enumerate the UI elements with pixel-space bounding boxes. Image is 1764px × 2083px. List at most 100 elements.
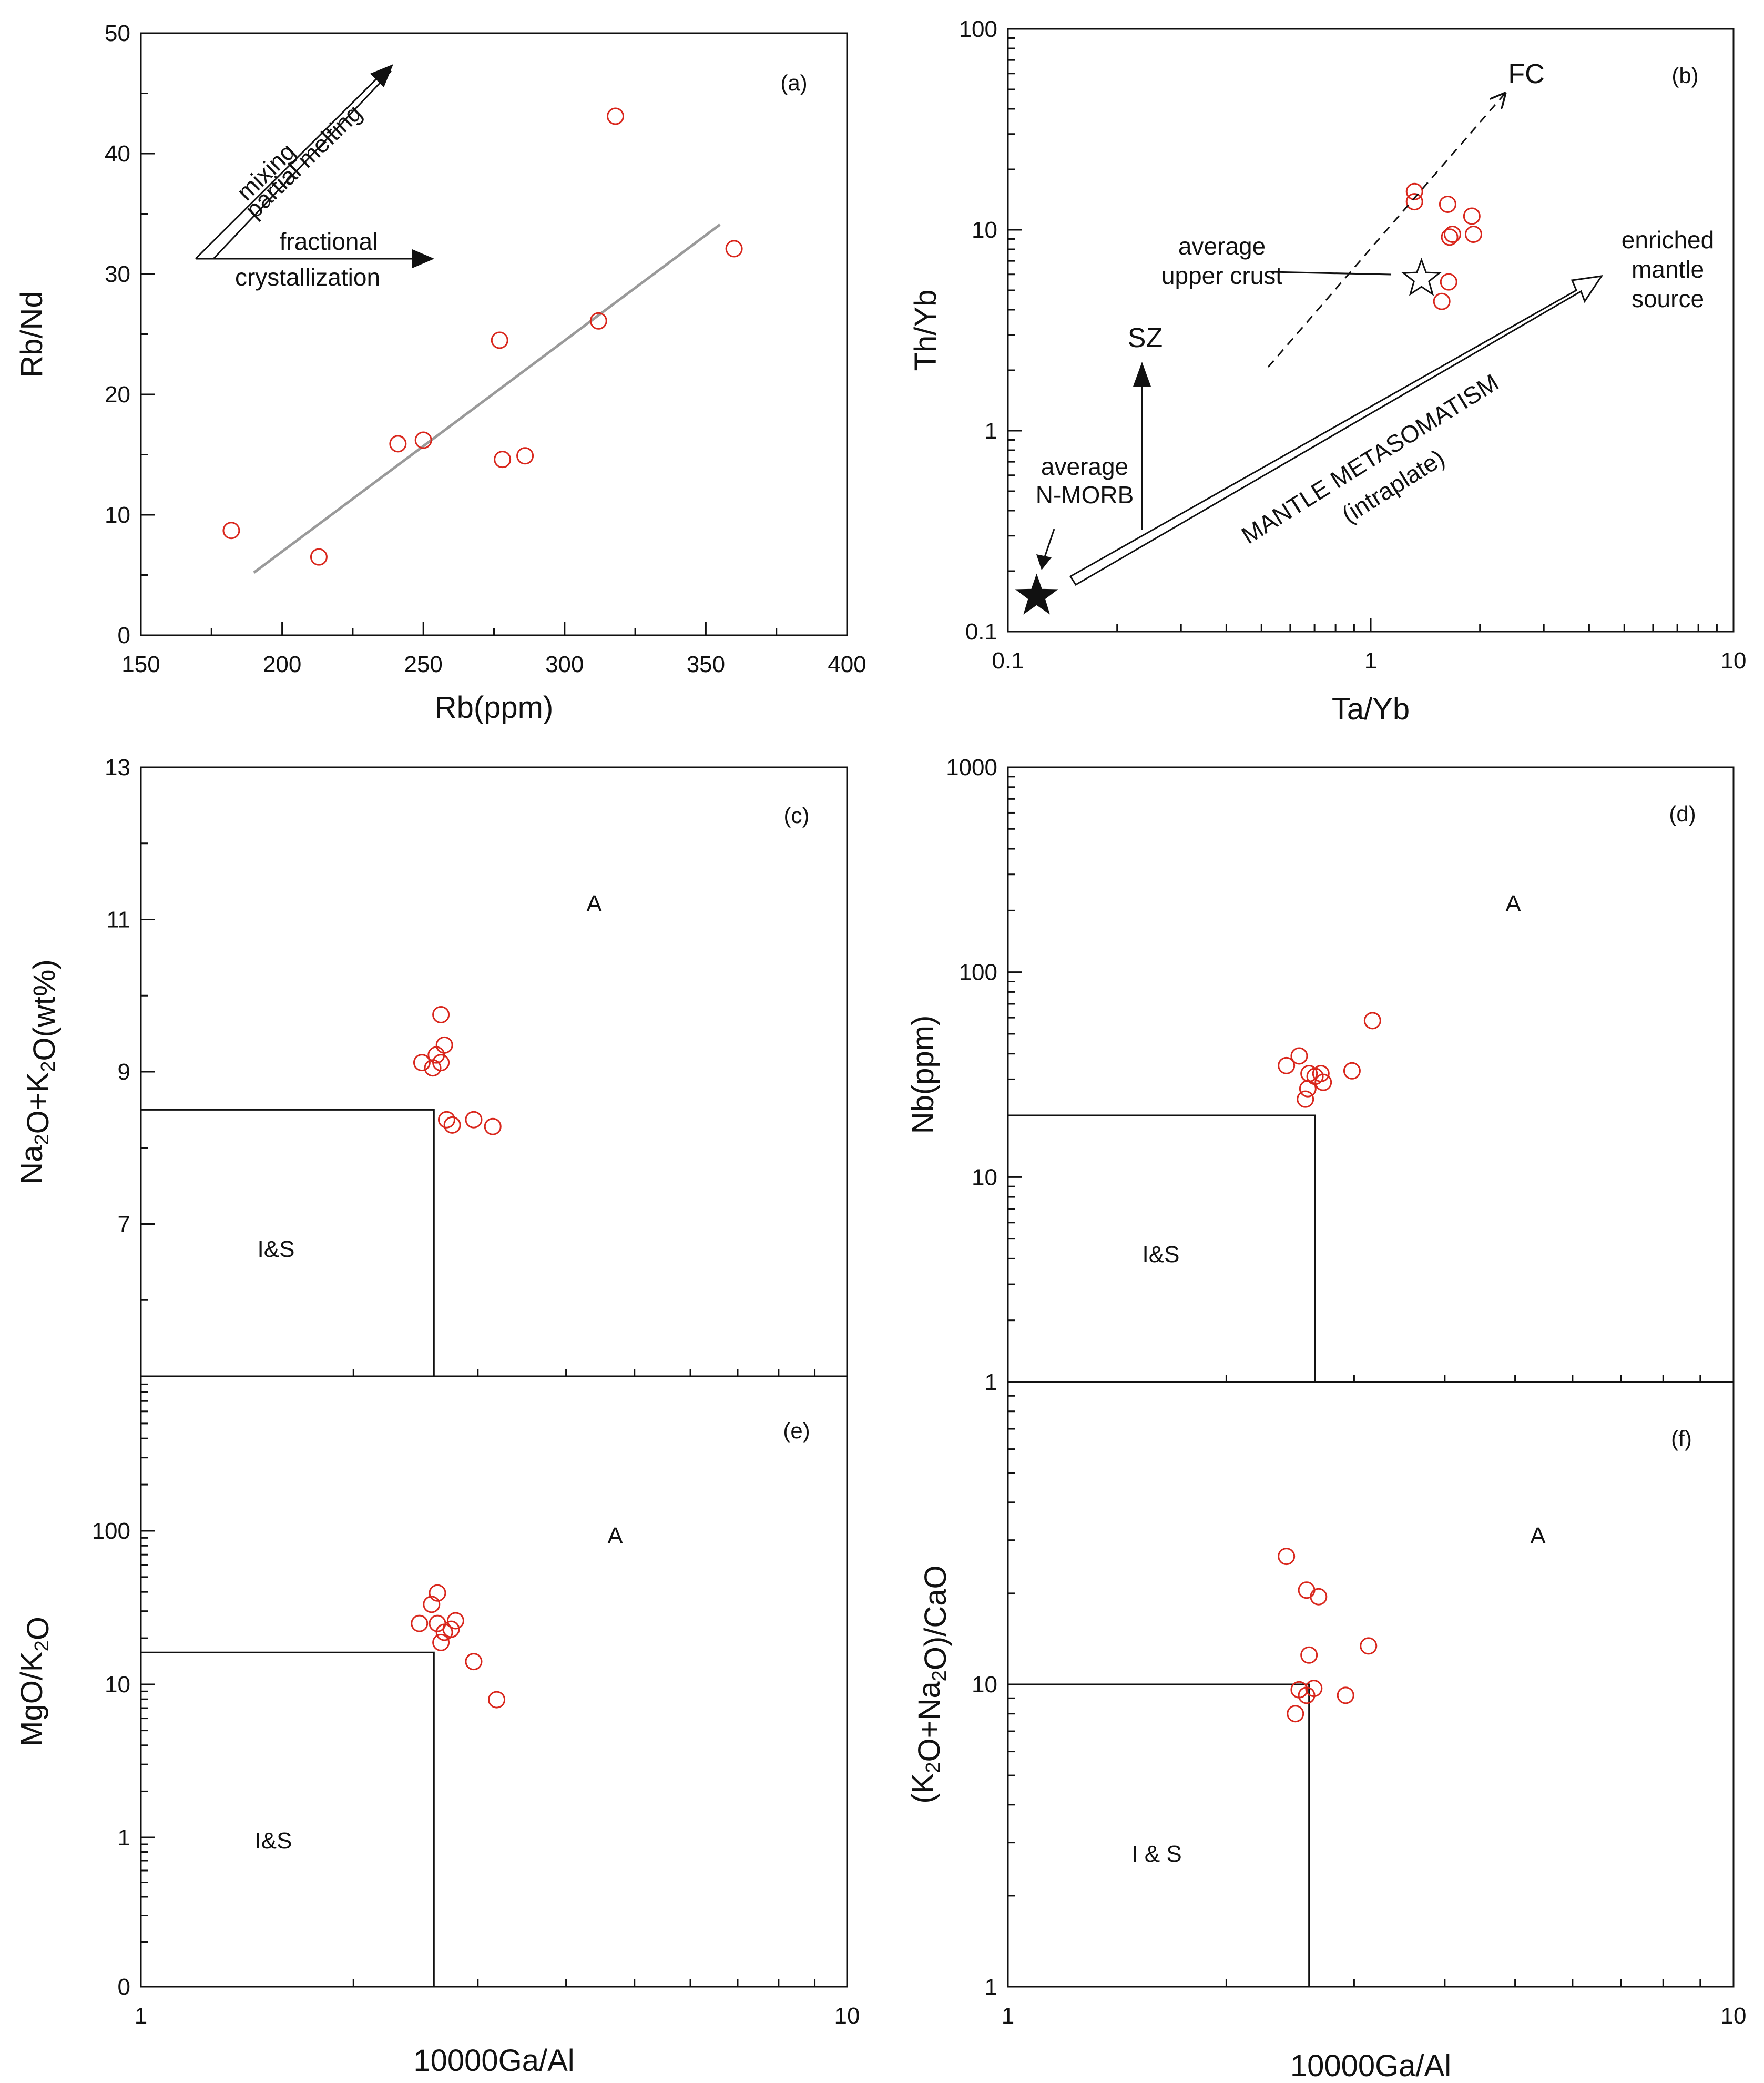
y-tick-label: 30 xyxy=(105,261,130,287)
y-tick-label: 20 xyxy=(105,382,130,408)
fc-trend-line xyxy=(1267,94,1505,368)
chart-panel-c: 7 9 11 13 (c) Na2O+K2O(wt%) A I&S xyxy=(15,755,848,1377)
average-upper-crust-star xyxy=(1401,257,1442,296)
data-point xyxy=(516,447,534,465)
x-tick-label: 400 xyxy=(828,652,866,677)
field-boundary-e xyxy=(141,1651,435,1987)
data-point xyxy=(446,1612,464,1630)
y-tick-label: 1 xyxy=(985,1369,997,1395)
data-point xyxy=(1464,226,1482,243)
x-tick-label: 10 xyxy=(1721,648,1747,674)
data-point xyxy=(435,1036,453,1054)
y-tick-label: 0 xyxy=(118,1974,130,2000)
fc-label: FC xyxy=(1508,59,1544,89)
upper-crust-pointer xyxy=(1271,271,1392,276)
mixing-arrow-head xyxy=(370,64,393,87)
data-point xyxy=(432,1005,450,1023)
y-tick-label: 10 xyxy=(972,1672,997,1698)
data-point xyxy=(589,312,607,330)
data-point xyxy=(1298,1581,1316,1599)
data-point xyxy=(414,431,432,449)
y-tick-label: 7 xyxy=(118,1212,130,1237)
x-axis-title-b: Ta/Yb xyxy=(1332,692,1410,726)
data-point xyxy=(432,1633,450,1651)
field-boundary-d xyxy=(1008,1114,1316,1382)
x-axis-title-e: 10000Ga/Al xyxy=(413,2044,574,2078)
field-boundary-c xyxy=(141,1109,435,1376)
region-label-is: I&S xyxy=(1143,1242,1180,1267)
data-point xyxy=(435,1623,453,1641)
y-tick-label: 40 xyxy=(105,141,130,167)
data-point xyxy=(1300,1646,1318,1664)
data-point xyxy=(1314,1073,1332,1091)
data-point xyxy=(411,1614,429,1632)
plot-frame-e xyxy=(140,1375,848,1988)
data-point xyxy=(423,1596,441,1613)
data-point xyxy=(1287,1705,1304,1723)
region-label-is: I&S xyxy=(255,1828,292,1854)
data-point xyxy=(310,548,328,566)
morb-pointer xyxy=(1043,529,1055,559)
x-tick-label: 150 xyxy=(121,652,160,677)
enriched-label-1: enriched xyxy=(1622,226,1714,253)
y-axis-title-c: Na2O+K2O(wt%) xyxy=(15,959,62,1184)
region-label-is: I&S xyxy=(258,1236,295,1262)
upper-crust-label-2: upper crust xyxy=(1161,262,1282,289)
x-tick-label: 10 xyxy=(834,2003,860,2029)
x-tick-label: 300 xyxy=(545,652,584,677)
y-axis-title-a: Rb/Nd xyxy=(15,291,49,377)
data-point xyxy=(465,1111,483,1129)
data-point xyxy=(1405,182,1423,200)
y-axis-title-e: MgO/K2O xyxy=(15,1617,55,1746)
plot-frame-b xyxy=(1007,28,1735,633)
y-tick-label: 100 xyxy=(959,16,997,42)
data-point xyxy=(1443,226,1461,243)
data-point xyxy=(1343,1062,1361,1080)
x-tick-label: 1 xyxy=(1364,648,1377,674)
data-point xyxy=(494,451,512,469)
enriched-label-2: mantle xyxy=(1632,256,1704,283)
data-point xyxy=(1312,1064,1330,1082)
y-tick-label: 13 xyxy=(105,755,130,780)
data-point xyxy=(725,240,743,258)
y-tick-label: 10 xyxy=(972,1164,997,1190)
data-point xyxy=(1299,1080,1317,1098)
sz-label: SZ xyxy=(1128,323,1163,353)
region-label-a: A xyxy=(607,1523,623,1549)
data-point xyxy=(1441,228,1459,246)
y-tick-label: 10 xyxy=(105,502,130,528)
data-point xyxy=(1290,1047,1308,1065)
y-tick-label: 100 xyxy=(92,1518,130,1544)
data-point xyxy=(1463,207,1481,225)
y-tick-label: 1000 xyxy=(946,755,997,780)
data-point xyxy=(429,1584,446,1602)
panel-label-b: (b) xyxy=(1671,63,1698,88)
panel-label-a: (a) xyxy=(780,70,807,95)
data-point xyxy=(488,1691,506,1709)
data-point xyxy=(606,107,624,125)
plot-frame-d xyxy=(1007,766,1735,1383)
y-axis-title-b: Th/Yb xyxy=(909,290,943,371)
x-axis-title-f: 10000Ga/Al xyxy=(1290,2049,1451,2083)
data-point xyxy=(424,1059,442,1077)
x-tick-label: 1 xyxy=(1002,2003,1014,2029)
y-tick-label: 100 xyxy=(959,960,997,985)
data-point xyxy=(1433,292,1451,310)
chart-panel-d: 1 10 100 1000 (d) Nb(ppm) A I&S xyxy=(906,755,1735,1395)
data-point xyxy=(1297,1090,1314,1108)
y-tick-label: 10 xyxy=(105,1672,130,1698)
data-point xyxy=(465,1653,483,1671)
y-tick-label: 0 xyxy=(118,623,130,648)
y-tick-label: 10 xyxy=(972,217,997,243)
morb-pointer-head xyxy=(1036,554,1052,570)
data-point xyxy=(389,435,407,453)
data-point xyxy=(1310,1588,1328,1606)
y-tick-label: 50 xyxy=(105,21,130,46)
y-tick-label: 0.1 xyxy=(965,619,997,645)
data-point xyxy=(437,1111,455,1129)
y-tick-label: 1 xyxy=(118,1825,130,1851)
sz-arrow-head xyxy=(1133,362,1151,387)
x-tick-label: 250 xyxy=(404,652,442,677)
data-point xyxy=(222,522,240,540)
